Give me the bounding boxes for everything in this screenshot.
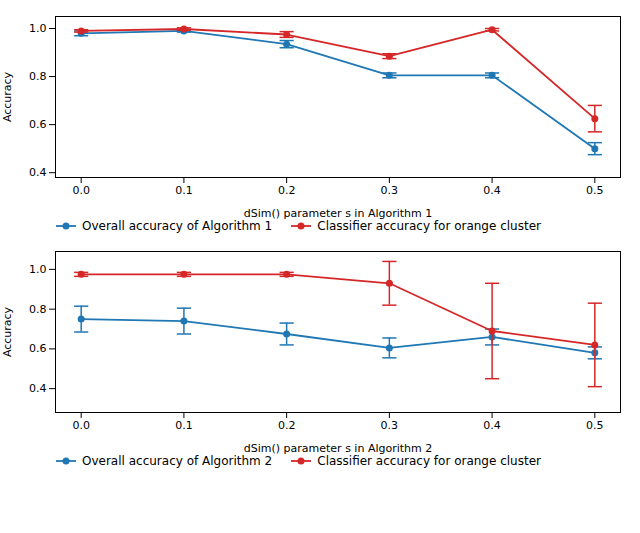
svg-text:0.5: 0.5 (586, 419, 604, 432)
svg-text:0.6: 0.6 (29, 342, 47, 355)
svg-text:0.0: 0.0 (72, 419, 90, 432)
svg-text:1.0: 1.0 (29, 263, 47, 276)
svg-text:0.6: 0.6 (29, 118, 47, 131)
svg-text:0.0: 0.0 (72, 184, 90, 197)
svg-text:0.3: 0.3 (381, 419, 399, 432)
html-text:Classifier accuracy for orange: Classifier accuracy for orange cluster (317, 454, 541, 468)
html-text:Overall accuracy of Algorithm: Overall accuracy of Algorithm 2 (82, 454, 273, 468)
svg-text:0.1: 0.1 (175, 184, 193, 197)
svg-text:0.5: 0.5 (586, 184, 604, 197)
svg-text:0.2: 0.2 (278, 419, 296, 432)
svg-text:0.8: 0.8 (29, 303, 47, 316)
svg-text:0.2: 0.2 (278, 184, 296, 197)
svg-text:dSim() parameter s in Algorith: dSim() parameter s in Algorithm 1 (244, 207, 433, 220)
svg-text:0.1: 0.1 (175, 419, 193, 432)
svg-text:0.4: 0.4 (483, 184, 501, 197)
svg-text:0.4: 0.4 (29, 166, 47, 179)
html-text:Overall accuracy of Algorithm: Overall accuracy of Algorithm 1 (82, 219, 273, 233)
svg-text:0.8: 0.8 (29, 70, 47, 83)
svg-text:0.4: 0.4 (483, 419, 501, 432)
svg-text:1.0: 1.0 (29, 22, 47, 35)
svg-text:Accuracy: Accuracy (1, 306, 14, 357)
svg-text:dSim() parameter s in Algorith: dSim() parameter s in Algorithm 2 (244, 442, 433, 455)
html-text:Classifier accuracy for orange: Classifier accuracy for orange cluster (317, 219, 541, 233)
svg-text:0.3: 0.3 (381, 184, 399, 197)
svg-text:Accuracy: Accuracy (1, 71, 14, 122)
svg-text:0.4: 0.4 (29, 382, 47, 395)
